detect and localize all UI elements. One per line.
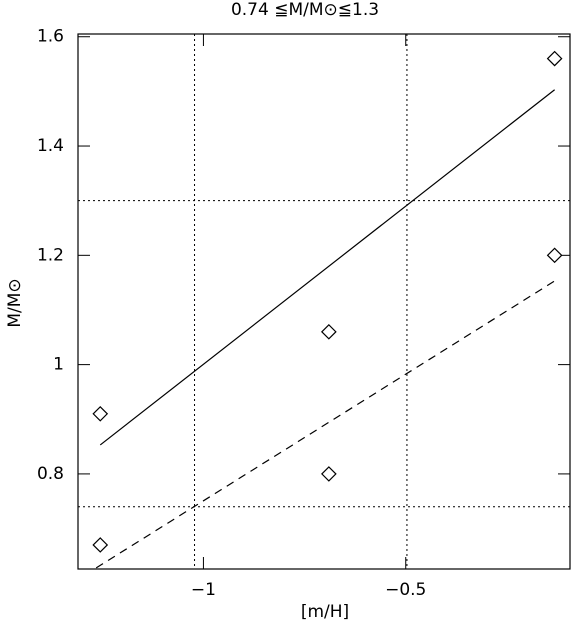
fit-line (95, 280, 555, 569)
y-tick-label: 1.6 (37, 27, 64, 47)
y-axis-label: M/M⊙ (5, 278, 25, 327)
y-tick-label: 1.4 (37, 136, 64, 156)
x-tick-label: −1 (191, 580, 216, 600)
data-point (321, 466, 337, 482)
fit-line (99, 89, 555, 446)
x-tick-label: −0.5 (385, 580, 426, 600)
data-point (546, 50, 563, 67)
data-point (92, 405, 109, 422)
y-tick-label: 1.2 (37, 245, 64, 265)
x-axis-label: [m/H] (301, 602, 349, 622)
data-point (92, 537, 109, 553)
data-point (546, 247, 563, 264)
y-tick-label: 1 (53, 355, 64, 375)
chart-title: 0.74 ≦M/M⊙≦1.3 (231, 0, 379, 20)
y-tick-label: 0.8 (37, 464, 64, 484)
plot-frame (77, 33, 571, 570)
data-point (321, 323, 337, 340)
